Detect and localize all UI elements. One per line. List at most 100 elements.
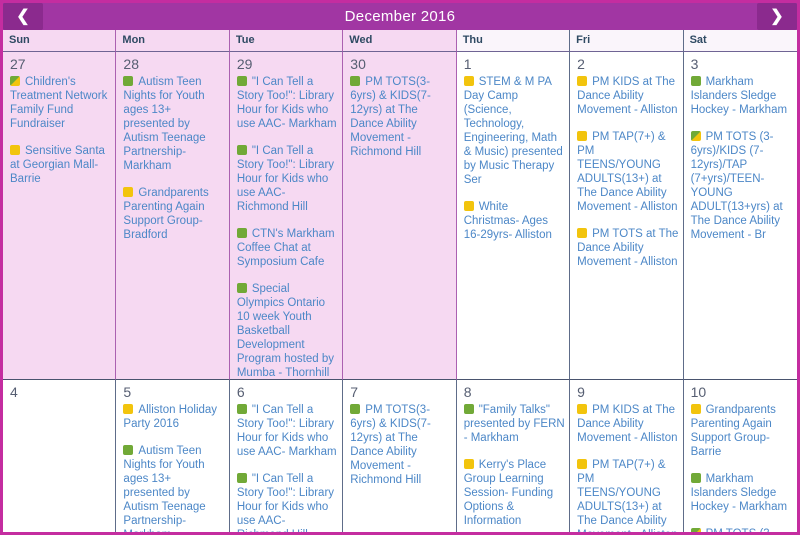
- event-title: STEM & M PA Day Camp (Science, Technolog…: [463, 76, 563, 186]
- date-number: 3: [690, 56, 699, 72]
- green-category-icon: [690, 473, 701, 483]
- prev-month-button[interactable]: ❮: [3, 3, 43, 30]
- day-header-wed: Wed: [343, 30, 457, 52]
- event-title: Grandparents Parenting Again Support Gro…: [123, 187, 209, 241]
- event-link[interactable]: PM TAP(7+) & PM TEENS/YOUNG ADULTS(13+) …: [570, 130, 682, 214]
- split-category-icon: [690, 131, 701, 141]
- event-title: PM KIDS at The Dance Ability Movement - …: [577, 404, 678, 444]
- day-cell-9: 9 PM KIDS at The Dance Ability Movement -…: [570, 380, 684, 532]
- event-link[interactable]: Autism Teen Nights for Youth ages 13+ pr…: [116, 75, 228, 173]
- event-link[interactable]: "Family Talks" presented by FERN - Markh…: [457, 403, 569, 445]
- day-cell-8: 8 "Family Talks" presented by FERN - Mark…: [456, 380, 571, 532]
- green-category-icon: [236, 145, 247, 155]
- event-title: Alliston Holiday Party 2016: [123, 404, 218, 430]
- green-category-icon: [123, 76, 134, 86]
- event-title: PM TOTS(3-6yrs) & KIDS(7-12yrs) at The D…: [350, 76, 431, 158]
- event-title: "I Can Tell a Story Too!": Library Hour …: [236, 404, 337, 458]
- event-link[interactable]: Children's Treatment Network Family Fund…: [3, 75, 115, 131]
- date-number: 7: [350, 384, 359, 400]
- event-link[interactable]: STEM & M PA Day Camp (Science, Technolog…: [457, 75, 569, 187]
- day-cell-29: 29 "I Can Tell a Story Too!": Library Hou…: [229, 52, 344, 380]
- event-link[interactable]: PM KIDS at The Dance Ability Movement - …: [570, 75, 682, 117]
- yellow-category-icon: [577, 404, 588, 414]
- event-title: CTN's Markham Coffee Chat at Symposium C…: [236, 228, 335, 268]
- date-number: 10: [690, 384, 707, 400]
- date-number: 2: [577, 56, 585, 72]
- green-category-icon: [236, 473, 247, 483]
- event-title: PM TAP(7+) & PM TEENS/YOUNG ADULTS(13+) …: [577, 131, 678, 213]
- next-month-button[interactable]: ❯: [757, 3, 797, 30]
- calendar-header: ❮ December 2016 ❯: [3, 3, 797, 30]
- event-title: PM TOTS(3-6yrs) & KIDS(7-12yrs) at The D…: [350, 404, 431, 486]
- day-cell-4: 4: [3, 380, 117, 532]
- event-link[interactable]: PM TOTS(3-6yrs) & KIDS(7-12yrs) at The D…: [343, 75, 455, 159]
- day-cell-6: 6 "I Can Tell a Story Too!": Library Hour…: [229, 380, 344, 532]
- day-header-sun: Sun: [3, 30, 117, 52]
- date-number: 30: [350, 56, 366, 72]
- event-link[interactable]: CTN's Markham Coffee Chat at Symposium C…: [230, 227, 342, 269]
- event-link[interactable]: "I Can Tell a Story Too!": Library Hour …: [230, 472, 342, 532]
- event-title: "I Can Tell a Story Too!": Library Hour …: [236, 145, 335, 213]
- event-title: PM TOTS (3-6yrs)/KIDS (7-12yrs)/TAP (7+y…: [691, 528, 783, 532]
- event-title: Kerry's Place Group Learning Session- Fu…: [463, 459, 554, 527]
- event-link[interactable]: PM TAP(7+) & PM TEENS/YOUNG ADULTS(13+) …: [570, 458, 682, 532]
- event-title: Autism Teen Nights for Youth ages 13+ pr…: [123, 445, 206, 532]
- event-link[interactable]: White Christmas- Ages 16-29yrs- Alliston: [457, 200, 569, 242]
- event-title: Grandparents Parenting Again Support Gro…: [690, 404, 776, 458]
- yellow-category-icon: [123, 187, 134, 197]
- green-category-icon: [350, 76, 361, 86]
- event-link[interactable]: "I Can Tell a Story Too!": Library Hour …: [230, 75, 342, 131]
- split-category-icon: [690, 528, 701, 532]
- event-link[interactable]: Alliston Holiday Party 2016: [116, 403, 228, 431]
- day-cell-3: 3 Markham Islanders Sledge Hockey - Markh…: [683, 52, 797, 380]
- day-cell-28: 28 Autism Teen Nights for Youth ages 13+ …: [116, 52, 230, 380]
- chevron-right-icon: ❯: [770, 7, 784, 25]
- yellow-category-icon: [577, 131, 588, 141]
- event-link[interactable]: Sensitive Santa at Georgian Mall- Barrie: [3, 144, 115, 186]
- green-category-icon: [350, 404, 361, 414]
- event-title: Sensitive Santa at Georgian Mall- Barrie: [10, 145, 105, 185]
- yellow-category-icon: [463, 459, 474, 469]
- event-link[interactable]: PM TOTS at The Dance Ability Movement - …: [570, 227, 682, 269]
- event-link[interactable]: "I Can Tell a Story Too!": Library Hour …: [230, 403, 342, 459]
- event-link[interactable]: Special Olympics Ontario 10 week Youth B…: [230, 282, 342, 379]
- day-cell-27: 27 Children's Treatment Network Family Fu…: [3, 52, 117, 380]
- yellow-category-icon: [577, 76, 588, 86]
- green-category-icon: [236, 404, 247, 414]
- event-title: PM TOTS at The Dance Ability Movement - …: [577, 228, 679, 268]
- day-header-thu: Thu: [456, 30, 571, 52]
- event-link[interactable]: Kerry's Place Group Learning Session- Fu…: [457, 458, 569, 528]
- event-title: Markham Islanders Sledge Hockey - Markha…: [690, 473, 788, 513]
- event-link[interactable]: Markham Islanders Sledge Hockey - Markha…: [684, 472, 797, 514]
- event-link[interactable]: PM TOTS(3-6yrs) & KIDS(7-12yrs) at The D…: [343, 403, 455, 487]
- event-link[interactable]: PM TOTS (3-6yrs)/KIDS (7-12yrs)/TAP (7+y…: [684, 527, 797, 532]
- event-link[interactable]: Autism Teen Nights for Youth ages 13+ pr…: [116, 444, 228, 532]
- chevron-left-icon: ❮: [16, 7, 30, 25]
- day-header-tue: Tue: [229, 30, 344, 52]
- event-link[interactable]: "I Can Tell a Story Too!": Library Hour …: [230, 144, 342, 214]
- event-link[interactable]: PM KIDS at The Dance Ability Movement - …: [570, 403, 682, 445]
- event-title: PM KIDS at The Dance Ability Movement - …: [577, 76, 678, 116]
- event-title: Markham Islanders Sledge Hockey - Markha…: [690, 76, 788, 116]
- date-number: 6: [236, 384, 245, 400]
- event-title: White Christmas- Ages 16-29yrs- Alliston: [463, 201, 552, 241]
- yellow-category-icon: [123, 404, 134, 414]
- green-category-icon: [236, 228, 247, 238]
- yellow-category-icon: [577, 459, 588, 469]
- calendar-month-title: December 2016: [344, 8, 456, 25]
- green-category-icon: [690, 76, 701, 86]
- yellow-category-icon: [690, 404, 701, 414]
- event-title: PM TOTS (3-6yrs)/KIDS (7-12yrs)/TAP (7+y…: [690, 131, 783, 241]
- date-number: 28: [123, 56, 139, 72]
- event-link[interactable]: Markham Islanders Sledge Hockey - Markha…: [684, 75, 797, 117]
- yellow-category-icon: [577, 228, 588, 238]
- event-link[interactable]: Grandparents Parenting Again Support Gro…: [684, 403, 797, 459]
- green-category-icon: [123, 445, 134, 455]
- day-cell-10: 10 Grandparents Parenting Again Support G…: [683, 380, 797, 532]
- event-link[interactable]: Grandparents Parenting Again Support Gro…: [116, 186, 228, 242]
- day-cell-7: 7 PM TOTS(3-6yrs) & KIDS(7-12yrs) at The …: [343, 380, 457, 532]
- event-link[interactable]: PM TOTS (3-6yrs)/KIDS (7-12yrs)/TAP (7+y…: [684, 130, 797, 242]
- date-number: 8: [463, 384, 472, 400]
- date-number: 5: [123, 384, 132, 400]
